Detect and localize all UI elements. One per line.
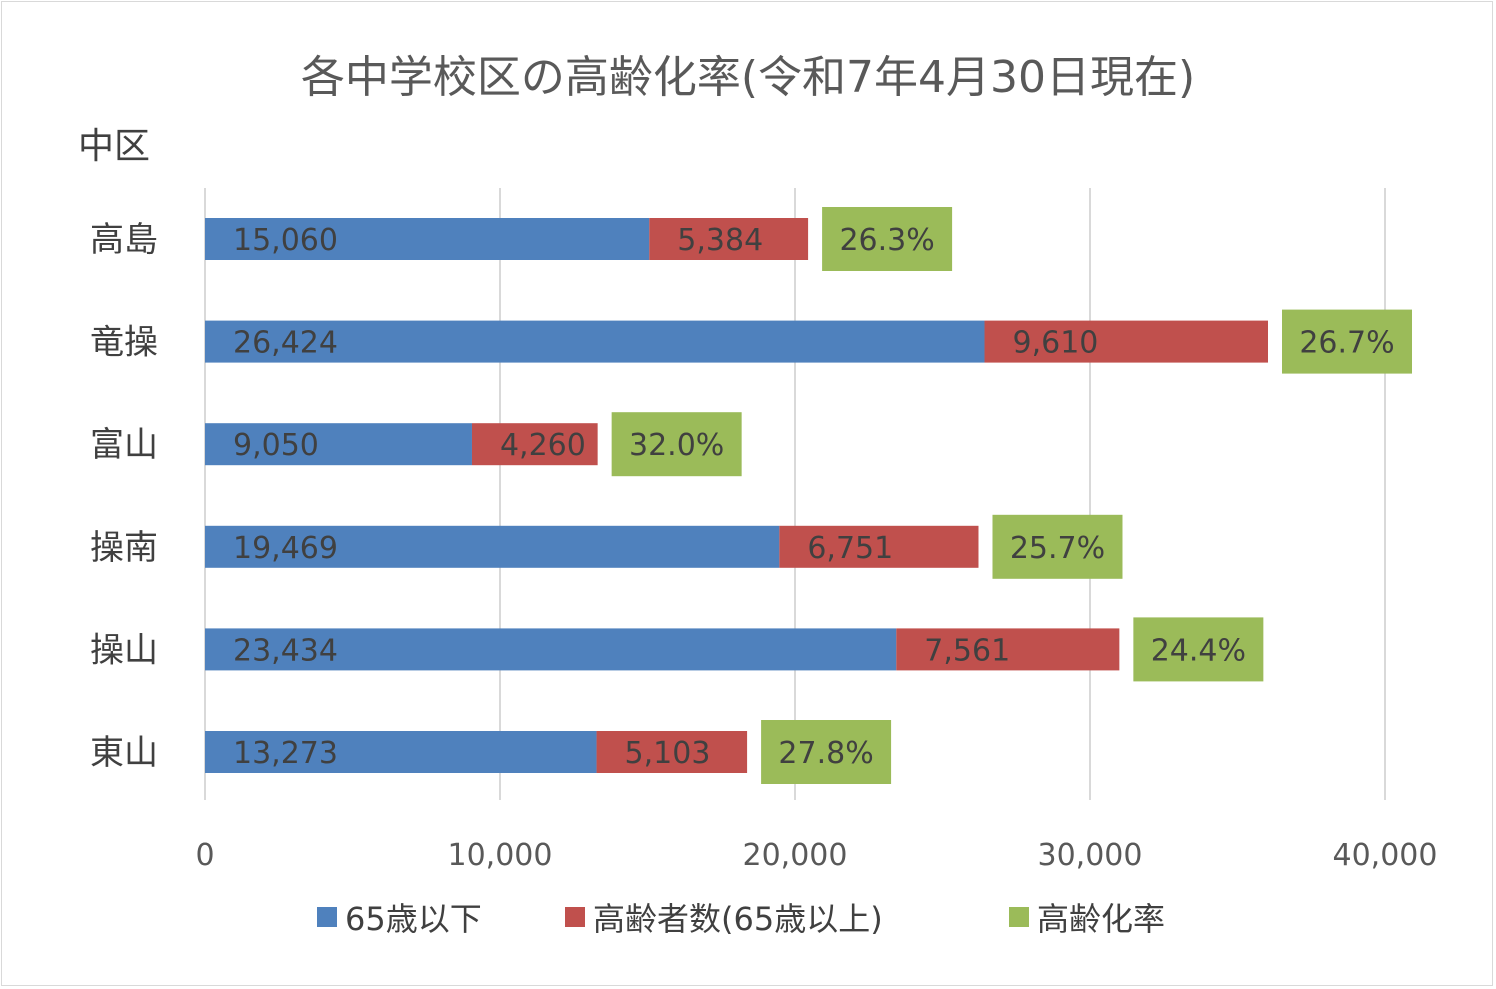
legend-label: 65歳以下 — [345, 900, 482, 938]
legend-swatch — [317, 907, 337, 927]
rate-box — [1133, 617, 1264, 682]
data-label-elderly: 5,384 — [677, 223, 763, 258]
category-label: 操南 — [90, 528, 158, 568]
rate-box — [611, 412, 742, 477]
x-tick-label: 10,000 — [448, 838, 553, 873]
data-label-under-65: 26,424 — [233, 326, 338, 361]
legend: 65歳以下 高齢者数(65歳以上) 高齢化率 — [317, 900, 1165, 938]
x-axis-ticks: 0 10,000 20,000 30,000 40,000 — [195, 838, 1437, 873]
data-label-elderly: 5,103 — [625, 736, 711, 771]
category-label: 富山 — [90, 425, 158, 465]
legend-swatch — [565, 907, 585, 927]
bar-elderly — [779, 525, 979, 568]
data-label-under-65: 13,273 — [233, 736, 338, 771]
bar-elderly — [471, 423, 598, 466]
category-label: 竜操 — [90, 323, 158, 363]
bar-under-65 — [205, 525, 780, 568]
x-tick-label: 30,000 — [1038, 838, 1143, 873]
bar-under-65 — [205, 320, 985, 363]
data-label-elderly: 9,610 — [1013, 326, 1099, 361]
rate-box — [1282, 309, 1413, 374]
data-label-rate: 32.0% — [629, 428, 724, 463]
category-label: 操山 — [90, 630, 158, 670]
category-label: 高島 — [90, 220, 158, 260]
x-tick-label: 20,000 — [743, 838, 848, 873]
rate-box — [992, 514, 1123, 579]
data-label-under-65: 23,434 — [233, 633, 338, 668]
x-tick-label: 40,000 — [1333, 838, 1438, 873]
bar-under-65 — [205, 218, 650, 260]
bar-under-65 — [205, 731, 597, 773]
bar-under-65 — [205, 423, 472, 466]
data-label-rate: 24.4% — [1151, 633, 1246, 668]
data-label-under-65: 15,060 — [233, 223, 338, 258]
data-label-elderly: 7,561 — [924, 633, 1010, 668]
bar-elderly — [984, 320, 1269, 363]
bar-under-65 — [205, 628, 897, 671]
category-label: 東山 — [90, 733, 158, 773]
chart-title: 各中学校区の高齢化率(令和7年4月30日現在) — [301, 52, 1195, 103]
bar-elderly — [596, 731, 748, 773]
bar-elderly — [649, 218, 809, 260]
x-tick-label: 0 — [195, 838, 214, 873]
bar-elderly — [896, 628, 1120, 671]
rate-box — [761, 720, 892, 784]
legend-label: 高齢化率 — [1037, 900, 1165, 938]
chart-subtitle: 中区 — [78, 126, 150, 167]
data-label-rate: 27.8% — [778, 736, 873, 771]
data-label-under-65: 19,469 — [233, 531, 338, 566]
rate-box — [822, 207, 953, 271]
legend-label: 高齢者数(65歳以上) — [593, 900, 883, 938]
legend-swatch — [1009, 907, 1029, 927]
data-label-rate: 26.3% — [839, 223, 934, 258]
data-labels: 15,060 5,384 26.3% 26,424 9,610 26.7% 9,050 4,2… — [233, 207, 1413, 784]
data-label-rate: 26.7% — [1299, 326, 1394, 361]
data-label-rate: 25.7% — [1010, 531, 1105, 566]
gridlines — [204, 188, 1386, 800]
bars — [205, 218, 1269, 773]
data-label-elderly: 6,751 — [807, 531, 893, 566]
data-label-under-65: 9,050 — [233, 428, 319, 463]
data-label-elderly: 4,260 — [500, 428, 586, 463]
